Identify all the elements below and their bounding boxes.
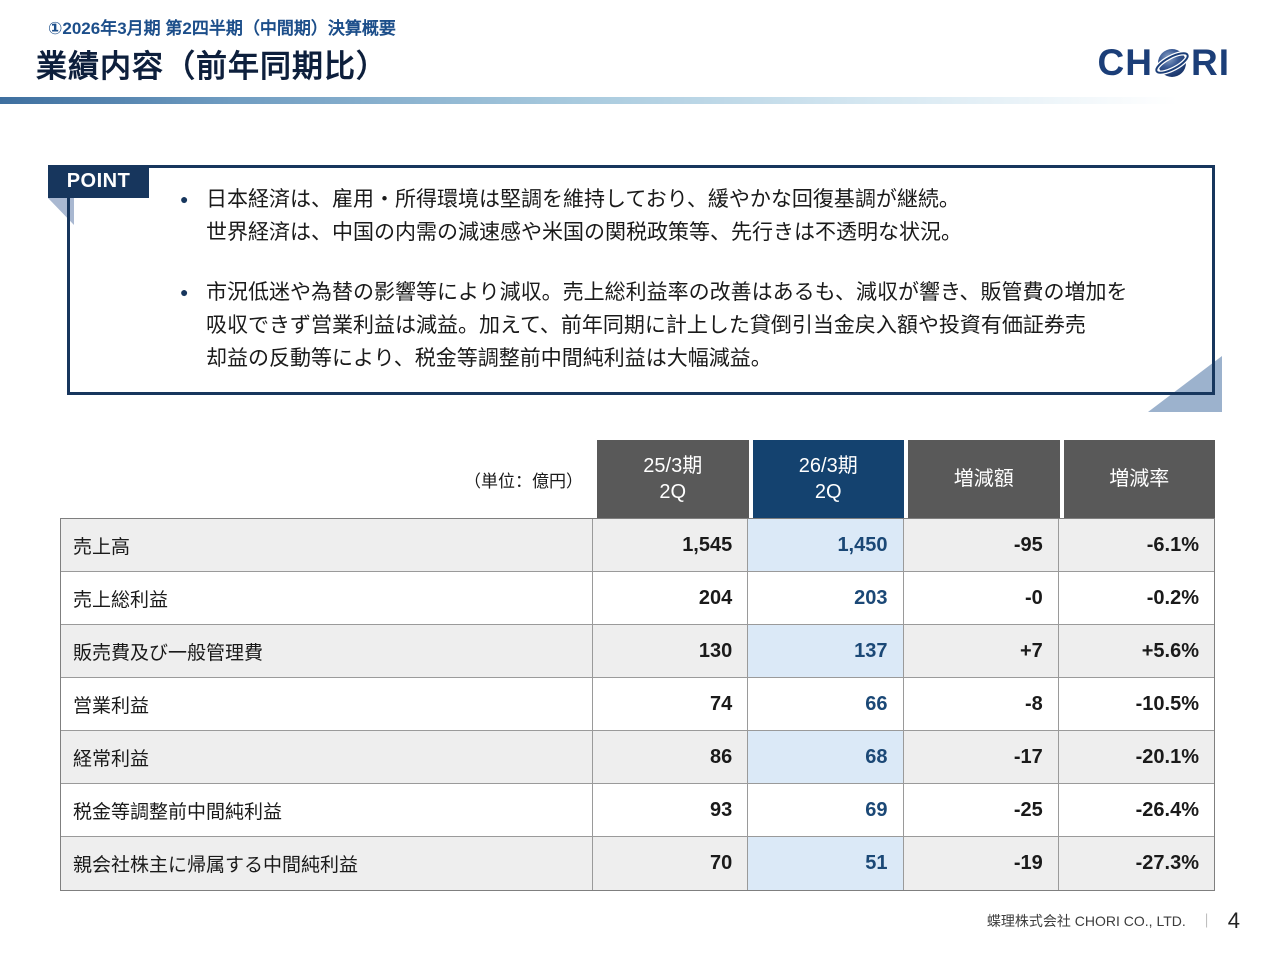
logo-text-left: CH [1097,42,1153,83]
column-header-line: 2Q [659,481,687,503]
results-table: （単位：億円） 25/3期 2Q 26/3期 2Q 増減額 増減率 売上高 1,… [60,440,1215,891]
point-bullet-2: ● 市況低迷や為替の影響等により減収。売上総利益率の改善はあるも、減収が響き、販… [180,276,1192,375]
change-amount-cell: +7 [903,625,1059,677]
prev-value-cell: 1,545 [593,519,749,571]
prev-value-cell: 93 [593,784,749,836]
bullet-line: 世界経済は、中国の内需の減速感や米国の関税政策等、先行きは不透明な状況。 [206,221,962,244]
table-body: 売上高 1,545 1,450 -95 -6.1% 売上総利益 204 203 … [60,518,1215,891]
page-number: 4 [1227,908,1240,933]
footer-separator: ｜ [1199,913,1214,929]
table-row: 売上高 1,545 1,450 -95 -6.1% [61,519,1214,572]
point-content: ● 日本経済は、雇用・所得環境は堅調を維持しており、緩やかな回復基調が継続。 世… [180,183,1192,375]
bullet-icon: ● [180,284,189,300]
change-amount-cell: -25 [903,784,1059,836]
change-rate-cell: +5.6% [1058,625,1214,677]
change-amount-cell: -0 [903,572,1059,624]
globe-icon [1153,45,1191,81]
table-row: 販売費及び一般管理費 130 137 +7 +5.6% [61,625,1214,678]
column-header-change-rate: 増減率 [1059,440,1215,518]
change-rate-cell: -27.3% [1058,837,1214,890]
bullet-icon: ● [180,191,189,207]
change-rate-cell: -10.5% [1058,678,1214,730]
bullet-line: 日本経済は、雇用・所得環境は堅調を維持しており、緩やかな回復基調が継続。 [206,188,960,211]
prev-value-cell: 74 [593,678,749,730]
change-rate-cell: -6.1% [1058,519,1214,571]
change-rate-cell: -0.2% [1058,572,1214,624]
column-header-line: 2Q [814,481,842,503]
current-value-cell: 1,450 [748,519,904,571]
header-divider [0,97,1280,104]
prev-value-cell: 204 [593,572,749,624]
current-value-cell: 203 [748,572,904,624]
row-label-cell: 営業利益 [61,678,593,730]
change-rate-cell: -26.4% [1058,784,1214,836]
table-row: 経常利益 86 68 -17 -20.1% [61,731,1214,784]
point-bullet-2-text: 市況低迷や為替の影響等により減収。売上総利益率の改善はあるも、減収が響き、販管費… [206,276,1127,375]
chori-logo: CH RI [1098,44,1230,81]
slide-eyebrow: ①2026年3月期 第2四半期（中間期）決算概要 [48,19,396,38]
prev-value-cell: 130 [593,625,749,677]
column-header-current-period: 26/3期 2Q [748,440,904,518]
current-value-cell: 66 [748,678,904,730]
table-row: 親会社株主に帰属する中間純利益 70 51 -19 -27.3% [61,837,1214,890]
row-label-cell: 販売費及び一般管理費 [61,625,593,677]
point-ribbon: POINT [48,165,149,198]
column-header-line: 25/3期 [643,455,703,477]
point-box-border [67,165,1215,395]
prev-value-cell: 70 [593,837,749,890]
row-label-cell: 親会社株主に帰属する中間純利益 [61,837,593,890]
point-box [67,165,1215,395]
table-row: 税金等調整前中間純利益 93 69 -25 -26.4% [61,784,1214,837]
column-header-change-amount: 増減額 [904,440,1060,518]
bullet-line: 却益の反動等により、税金等調整前中間純利益は大幅減益。 [206,347,772,370]
point-bullet-1: ● 日本経済は、雇用・所得環境は堅調を維持しており、緩やかな回復基調が継続。 世… [180,183,1192,249]
row-label-cell: 税金等調整前中間純利益 [61,784,593,836]
column-header-prev-period: 25/3期 2Q [593,440,749,518]
row-label-cell: 売上高 [61,519,593,571]
change-amount-cell: -8 [903,678,1059,730]
column-header-line: 26/3期 [798,455,858,477]
page-title: 業績内容（前年同期比） [36,49,388,84]
current-value-cell: 51 [748,837,904,890]
row-label-cell: 経常利益 [61,731,593,783]
prev-value-cell: 86 [593,731,749,783]
slide-footer: 蝶理株式会社 CHORI CO., LTD. ｜ 4 [987,908,1240,934]
table-row: 売上総利益 204 203 -0 -0.2% [61,572,1214,625]
column-header-line: 増減率 [1109,468,1170,490]
footer-company-name: 蝶理株式会社 CHORI CO., LTD. [986,913,1186,929]
change-rate-cell: -20.1% [1058,731,1214,783]
table-header-row: （単位：億円） 25/3期 2Q 26/3期 2Q 増減額 増減率 [60,440,1215,518]
bullet-line: 市況低迷や為替の影響等により減収。売上総利益率の改善はあるも、減収が響き、販管費… [206,281,1128,304]
current-value-cell: 68 [748,731,904,783]
change-amount-cell: -95 [903,519,1059,571]
bullet-line: 吸収できず営業利益は減益。加えて、前年同期に計上した貸倒引当金戻入額や投資有価証… [206,314,1086,337]
point-bullet-1-text: 日本経済は、雇用・所得環境は堅調を維持しており、緩やかな回復基調が継続。 世界経… [206,183,962,249]
logo-text-right: RI [1191,42,1230,83]
change-amount-cell: -17 [903,731,1059,783]
unit-label: （単位：億円） [464,471,583,491]
table-row: 営業利益 74 66 -8 -10.5% [61,678,1214,731]
row-label-cell: 売上総利益 [61,572,593,624]
current-value-cell: 137 [748,625,904,677]
change-amount-cell: -19 [903,837,1059,890]
current-value-cell: 69 [748,784,904,836]
column-header-line: 増減額 [953,468,1014,490]
